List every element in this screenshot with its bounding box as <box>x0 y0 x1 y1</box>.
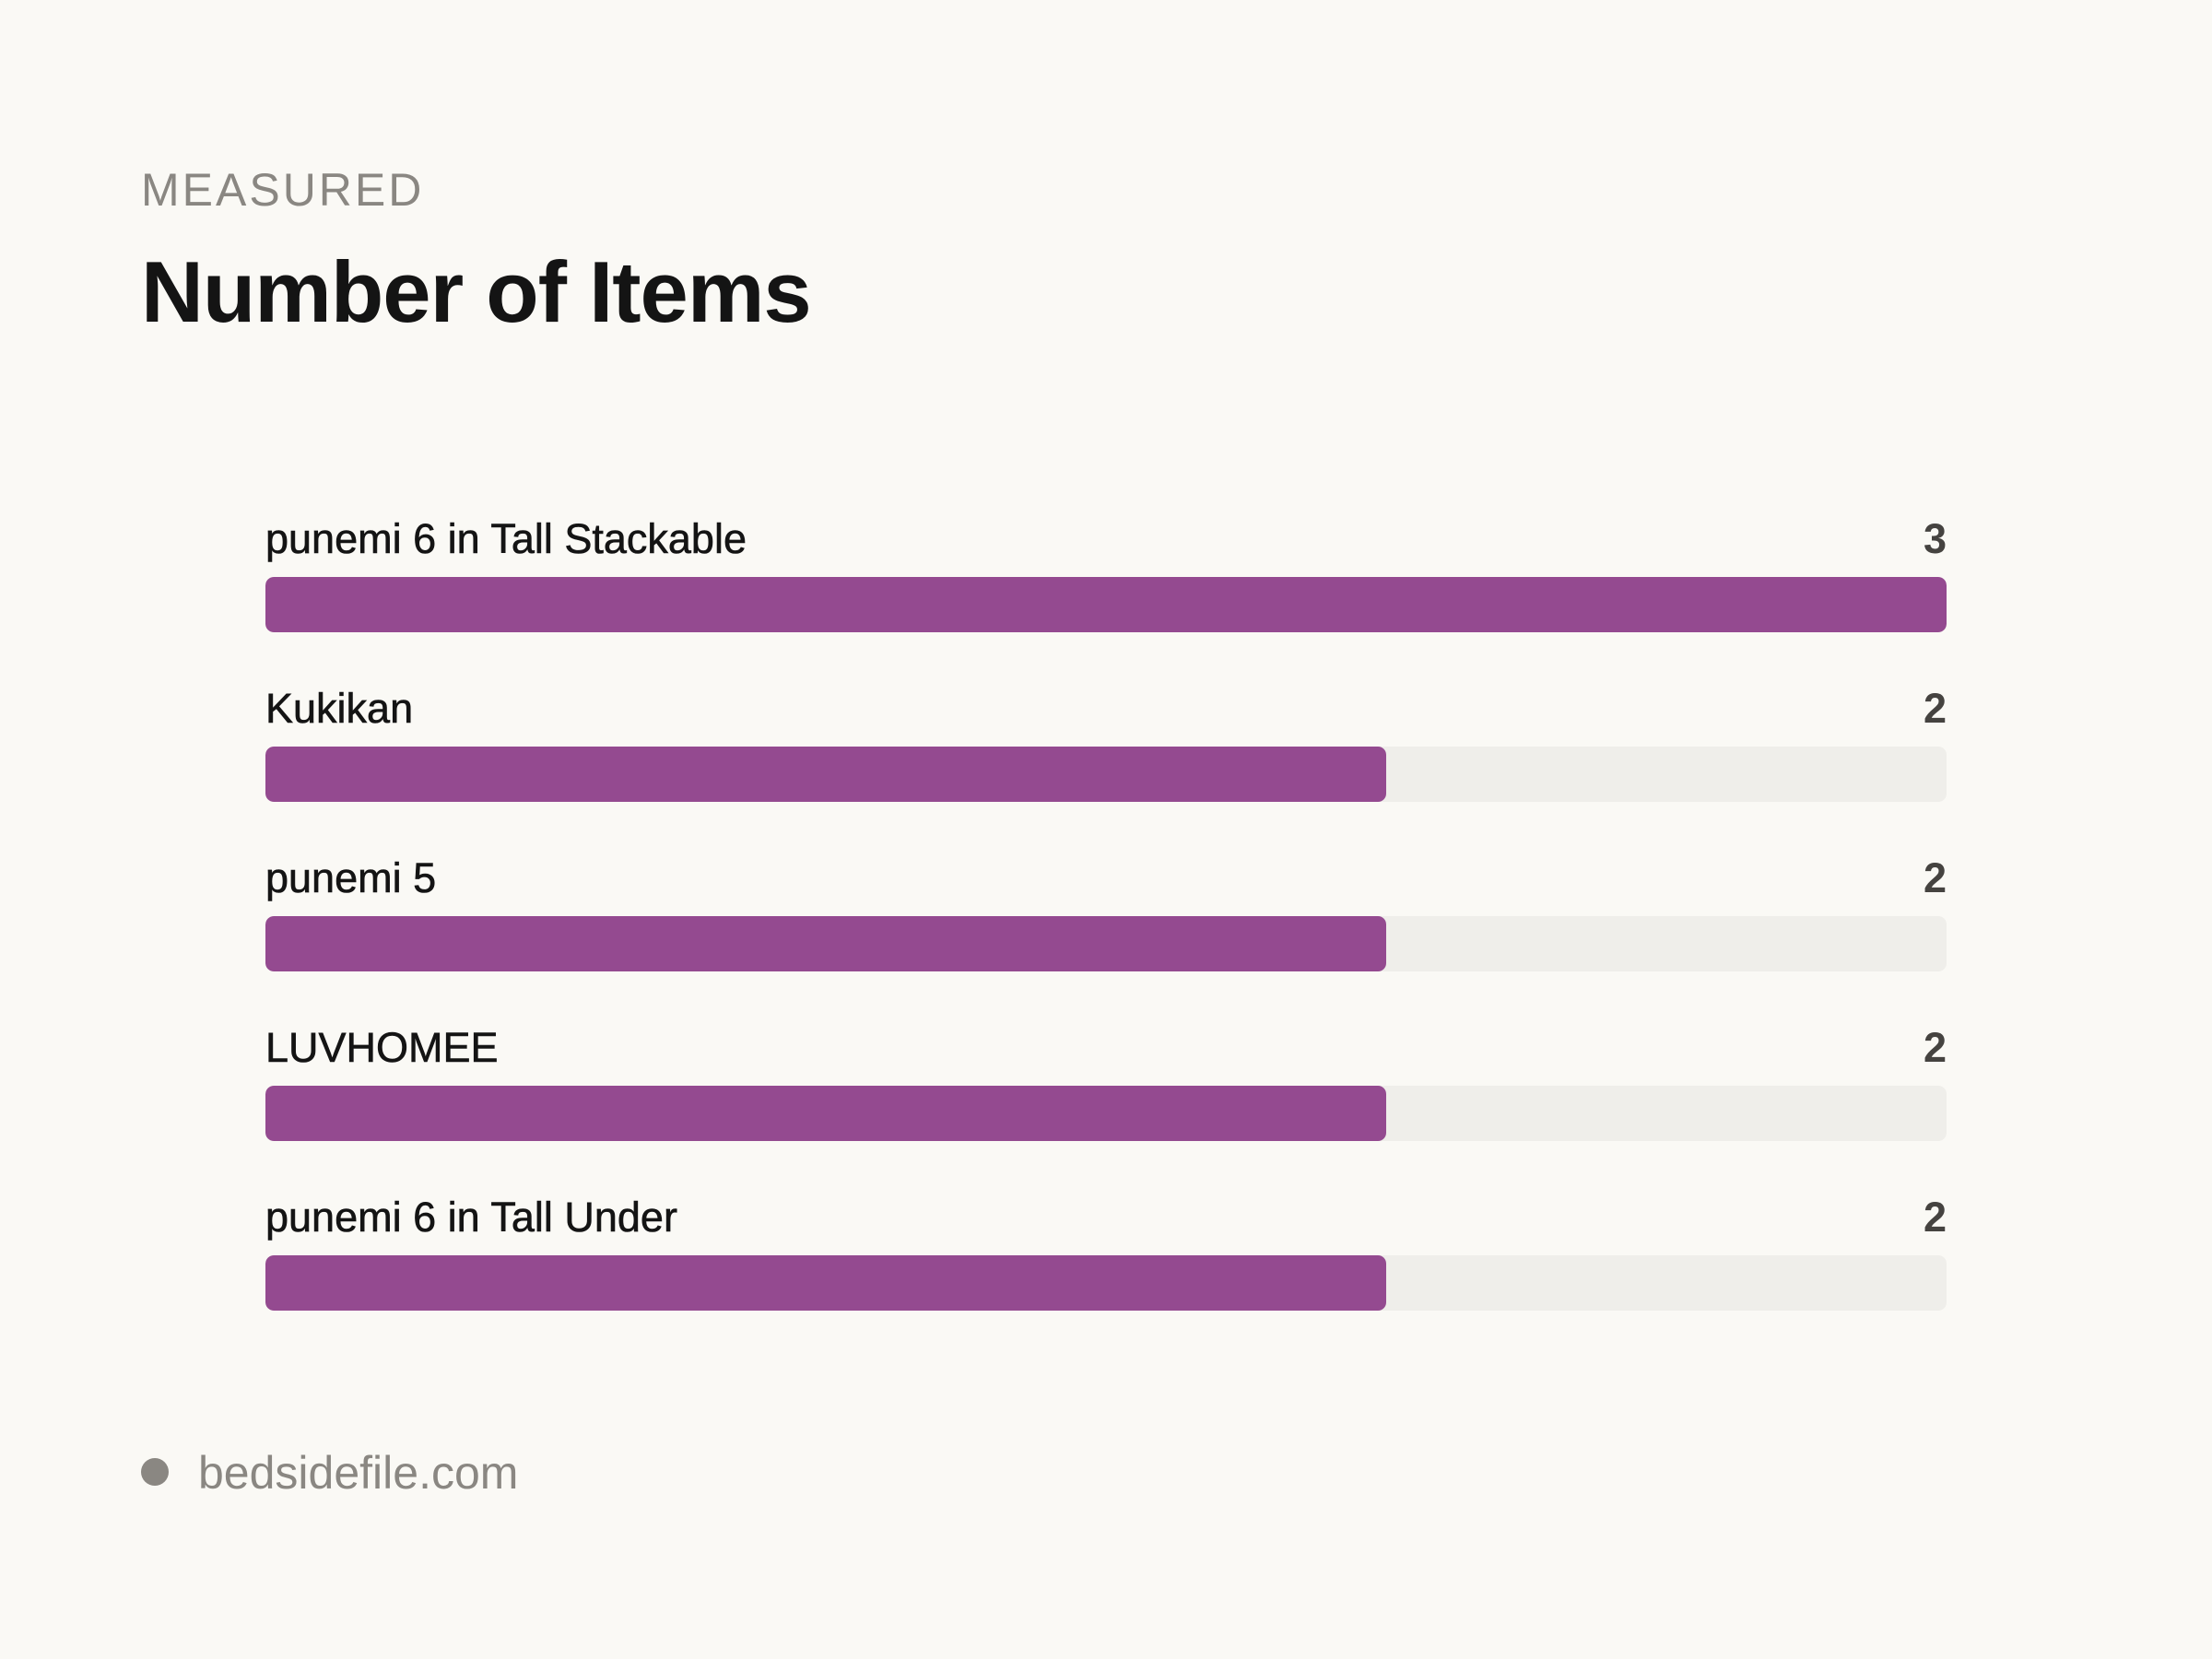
bar-track <box>265 916 1947 971</box>
bar <box>265 747 1386 802</box>
bar-label: punemi 5 <box>265 854 437 902</box>
bar <box>265 1086 1386 1141</box>
bar-row: LUVHOMEE 2 <box>265 1016 1947 1185</box>
footer-dot-icon <box>141 1458 169 1486</box>
bar-track <box>265 1255 1947 1311</box>
bar-chart: punemi 6 in Tall Stackable 3 Kukikan 2 punem… <box>265 507 1947 1355</box>
bar-track <box>265 1086 1947 1141</box>
footer-source: bedsidefile.com <box>198 1447 519 1499</box>
bar-row: punemi 6 in Tall Under 2 <box>265 1185 1947 1355</box>
bar-label: punemi 6 in Tall Stackable <box>265 515 747 563</box>
bar-label: LUVHOMEE <box>265 1024 499 1072</box>
bar-row: punemi 5 2 <box>265 846 1947 1016</box>
bar-track <box>265 747 1947 802</box>
bar-row: punemi 6 in Tall Stackable 3 <box>265 507 1947 677</box>
bar-label: Kukikan <box>265 685 414 733</box>
bar-value-label: 2 <box>1923 854 1947 901</box>
chart-eyebrow: MEASURED <box>141 164 425 216</box>
bar <box>265 916 1386 971</box>
bar-label: punemi 6 in Tall Under <box>265 1194 678 1241</box>
bar-track <box>265 577 1947 632</box>
bar-value-label: 3 <box>1923 515 1947 562</box>
bar-row: Kukikan 2 <box>265 677 1947 846</box>
bar <box>265 577 1947 632</box>
chart-title: Number of Items <box>141 243 812 340</box>
bar-value-label: 2 <box>1923 1024 1947 1071</box>
bar-value-label: 2 <box>1923 1194 1947 1241</box>
bar-value-label: 2 <box>1923 685 1947 732</box>
bar <box>265 1255 1386 1311</box>
